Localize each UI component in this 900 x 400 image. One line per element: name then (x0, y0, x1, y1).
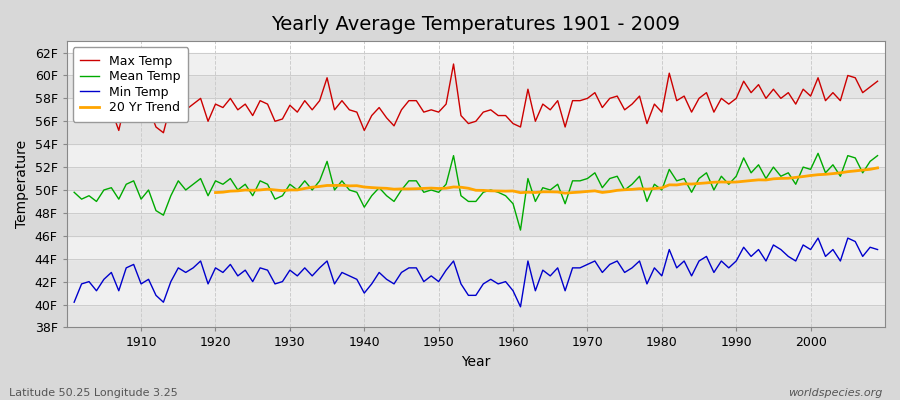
Min Temp (872, 247, 883, 252)
20 Yr Trend (872, 166, 883, 170)
20 Yr Trend (850, 168, 860, 173)
Y-axis label: Temperature: Temperature (15, 140, 29, 228)
Bar (67, 76, 885, 98)
Bar (67, 236, 885, 259)
Line: Max Temp: Max Temp (74, 64, 878, 133)
Max Temp (158, 130, 169, 135)
Max Temp (344, 108, 355, 112)
Bar (67, 259, 885, 282)
Line: 20 Yr Trend: 20 Yr Trend (215, 168, 878, 193)
Mean Temp (605, 176, 616, 181)
Min Temp (337, 270, 347, 275)
Bar (67, 144, 885, 167)
Max Temp (300, 98, 310, 103)
Line: Min Temp: Min Temp (74, 238, 878, 307)
Legend: Max Temp, Mean Temp, Min Temp, 20 Yr Trend: Max Temp, Mean Temp, Min Temp, 20 Yr Tre… (73, 47, 188, 122)
Max Temp (872, 79, 883, 84)
Bar (67, 304, 885, 328)
Min Temp (515, 304, 526, 309)
Mean Temp (508, 201, 518, 206)
Max Temp (523, 87, 534, 92)
Min Temp (129, 262, 140, 267)
Bar (67, 167, 885, 190)
Max Temp (612, 94, 623, 98)
Bar (67, 190, 885, 213)
Title: Yearly Average Temperatures 1901 - 2009: Yearly Average Temperatures 1901 - 2009 (272, 15, 680, 34)
Mean Temp (813, 151, 824, 156)
Max Temp (68, 113, 79, 118)
Bar (67, 282, 885, 304)
Mean Temp (337, 178, 347, 183)
Mean Temp (872, 153, 883, 158)
Min Temp (292, 274, 302, 278)
Mean Temp (500, 193, 511, 198)
Min Temp (500, 279, 511, 284)
Text: worldspecies.org: worldspecies.org (788, 388, 882, 398)
Bar (67, 121, 885, 144)
Min Temp (605, 262, 616, 267)
Max Temp (515, 125, 526, 130)
20 Yr Trend (768, 176, 778, 181)
Line: Mean Temp: Mean Temp (74, 153, 878, 230)
Bar (67, 52, 885, 76)
20 Yr Trend (300, 186, 310, 191)
20 Yr Trend (560, 191, 571, 196)
Max Temp (129, 94, 140, 98)
Min Temp (508, 288, 518, 293)
20 Yr Trend (679, 182, 689, 186)
20 Yr Trend (210, 190, 220, 195)
Mean Temp (292, 188, 302, 192)
Min Temp (68, 300, 79, 305)
Text: Latitude 50.25 Longitude 3.25: Latitude 50.25 Longitude 3.25 (9, 388, 178, 398)
Max Temp (448, 62, 459, 66)
Mean Temp (515, 228, 526, 232)
Bar (67, 213, 885, 236)
20 Yr Trend (411, 186, 422, 191)
X-axis label: Year: Year (461, 355, 491, 369)
20 Yr Trend (783, 176, 794, 181)
Bar (67, 98, 885, 121)
Min Temp (813, 236, 824, 240)
Mean Temp (129, 178, 140, 183)
Mean Temp (68, 190, 79, 195)
